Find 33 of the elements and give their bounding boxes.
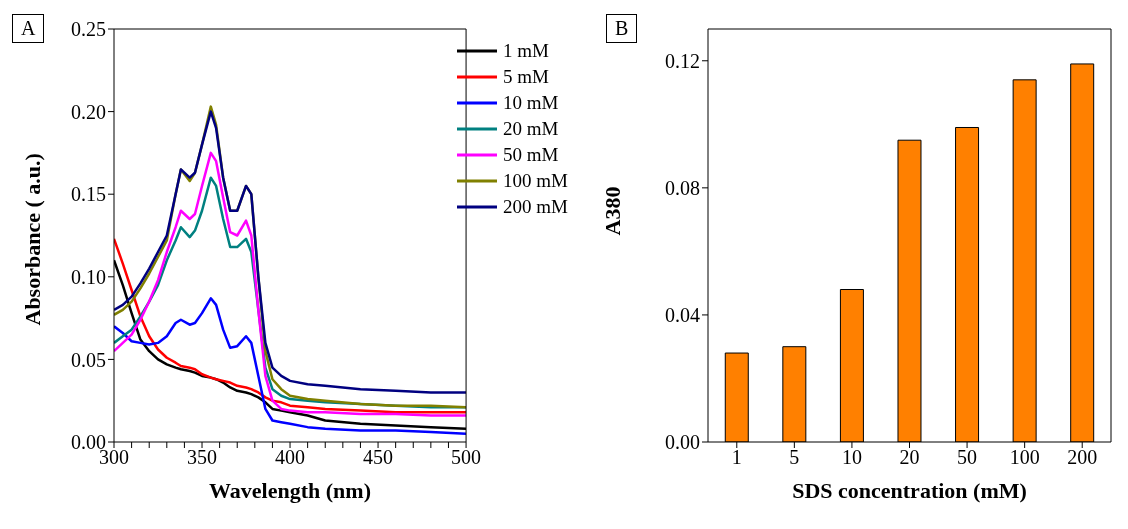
legend-label: 1 mM xyxy=(503,39,549,63)
y-tick-label: 0.15 xyxy=(71,183,106,206)
y-tick-label: 0.25 xyxy=(71,18,106,41)
x-axis-title: Wavelength (nm) xyxy=(209,478,372,503)
y-tick-label: 0.05 xyxy=(71,348,106,371)
x-tick-label: 100 xyxy=(1009,446,1040,469)
x-tick-label: 400 xyxy=(275,446,306,469)
chart-title: B xyxy=(606,14,638,43)
legend-label: 20 mM xyxy=(503,117,559,141)
chart-title: A xyxy=(12,14,45,43)
y-tick-label: 0.00 xyxy=(665,431,700,454)
x-tick-label: 1 xyxy=(731,446,742,469)
y-tick-label: 0.04 xyxy=(665,304,700,327)
y-tick-label: 0.10 xyxy=(71,265,106,288)
x-tick-label: 50 xyxy=(957,446,978,469)
x-tick-label: 200 xyxy=(1067,446,1098,469)
y-axis-title: A380 xyxy=(599,186,625,236)
legend-label: 10 mM xyxy=(503,91,559,115)
legend-label: 200 mM xyxy=(503,195,568,219)
legend-label: 100 mM xyxy=(503,169,568,193)
y-tick-label: 0.20 xyxy=(71,100,106,123)
x-tick-label: 350 xyxy=(187,446,218,469)
y-tick-label: 0.08 xyxy=(665,176,700,199)
x-axis-title: SDS concentration (mM) xyxy=(792,478,1027,503)
x-tick-label: 500 xyxy=(451,446,482,469)
legend-label: 50 mM xyxy=(503,143,559,167)
legend-label: 5 mM xyxy=(503,65,549,89)
y-axis-title: Absorbance ( a.u.) xyxy=(19,153,45,326)
x-tick-label: 5 xyxy=(789,446,800,469)
y-tick-label: 0.12 xyxy=(665,49,700,72)
x-tick-label: 450 xyxy=(363,446,394,469)
x-tick-label: 20 xyxy=(899,446,920,469)
x-tick-label: 10 xyxy=(841,446,862,469)
